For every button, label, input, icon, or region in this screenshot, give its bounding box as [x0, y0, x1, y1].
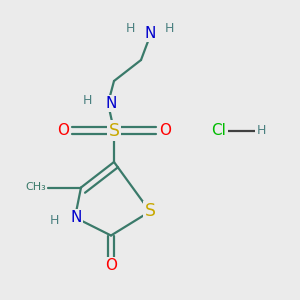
- Text: N: N: [105, 96, 117, 111]
- Text: H: H: [49, 214, 59, 227]
- Text: Cl: Cl: [212, 123, 226, 138]
- Text: O: O: [159, 123, 171, 138]
- Text: O: O: [105, 258, 117, 273]
- Text: CH₃: CH₃: [26, 182, 46, 193]
- Text: N: N: [144, 26, 156, 40]
- Text: H: H: [82, 94, 92, 107]
- Text: H: H: [165, 22, 174, 35]
- Text: N: N: [71, 210, 82, 225]
- Text: S: S: [145, 202, 155, 220]
- Text: S: S: [109, 122, 119, 140]
- Text: H: H: [126, 22, 135, 35]
- Text: O: O: [57, 123, 69, 138]
- Text: H: H: [256, 124, 266, 137]
